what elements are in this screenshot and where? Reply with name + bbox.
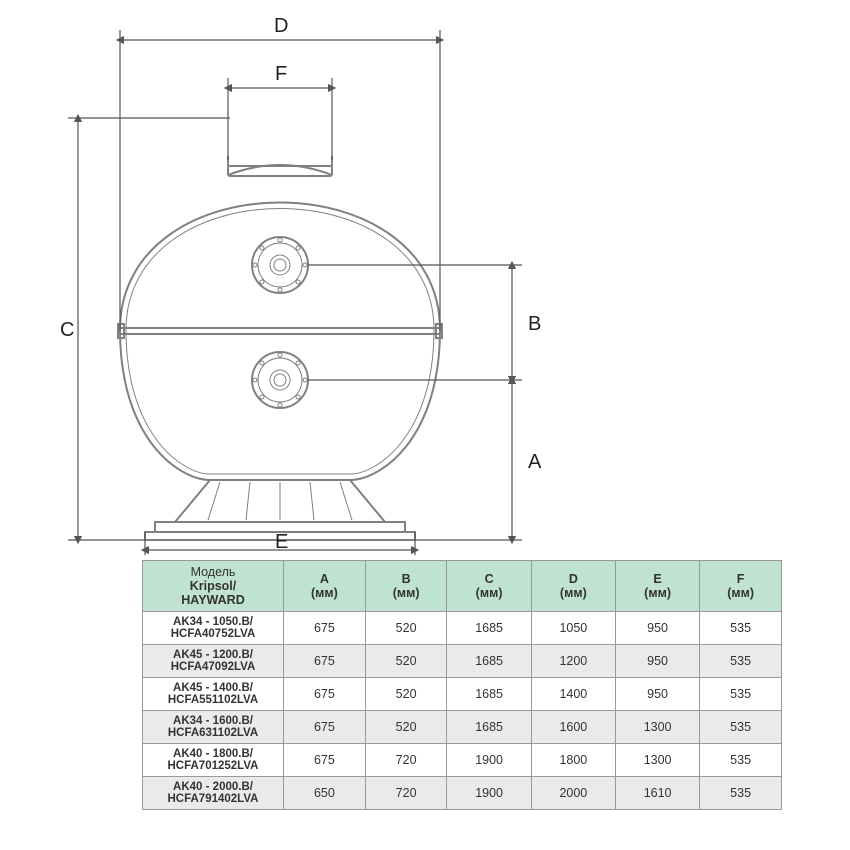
cell-d: 2000	[531, 777, 615, 810]
cell-c: 1685	[447, 678, 531, 711]
table-row: AK40 - 2000.B/HCFA791402LVA6507201900200…	[143, 777, 782, 810]
cell-a: 675	[284, 744, 366, 777]
dim-label-b: B	[528, 313, 541, 335]
cell-f: 535	[700, 612, 782, 645]
dimensions-table: Модель Kripsol/ HAYWARD A(мм) B(мм) C(мм…	[142, 560, 782, 810]
cell-model: AK40 - 1800.B/HCFA701252LVA	[143, 744, 284, 777]
table-row: AK40 - 1800.B/HCFA701252LVA6757201900180…	[143, 744, 782, 777]
cell-c: 1685	[447, 645, 531, 678]
filter-dimension-diagram: D F C E B A	[60, 10, 620, 555]
cell-e: 1610	[615, 777, 699, 810]
cell-a: 675	[284, 612, 366, 645]
col-e: E(мм)	[615, 561, 699, 612]
cell-c: 1900	[447, 744, 531, 777]
cell-f: 535	[700, 744, 782, 777]
col-b: B(мм)	[365, 561, 447, 612]
table-row: AK45 - 1400.B/HCFA551102LVA6755201685140…	[143, 678, 782, 711]
cell-model: AK34 - 1050.B/HCFA40752LVA	[143, 612, 284, 645]
dim-label-f: F	[275, 63, 287, 85]
cell-c: 1685	[447, 711, 531, 744]
dim-label-c: C	[60, 319, 74, 341]
cell-d: 1600	[531, 711, 615, 744]
table-row: AK34 - 1600.B/HCFA631102LVA6755201685160…	[143, 711, 782, 744]
cell-model: AK40 - 2000.B/HCFA791402LVA	[143, 777, 284, 810]
cell-b: 520	[365, 678, 447, 711]
col-a: A(мм)	[284, 561, 366, 612]
dim-label-a: A	[528, 451, 542, 473]
cell-model: AK34 - 1600.B/HCFA631102LVA	[143, 711, 284, 744]
cell-b: 720	[365, 744, 447, 777]
table-row: AK45 - 1200.B/HCFA47092LVA67552016851200…	[143, 645, 782, 678]
cell-f: 535	[700, 777, 782, 810]
table-header-row: Модель Kripsol/ HAYWARD A(мм) B(мм) C(мм…	[143, 561, 782, 612]
cell-b: 520	[365, 645, 447, 678]
cell-a: 650	[284, 777, 366, 810]
cell-e: 950	[615, 645, 699, 678]
cell-e: 950	[615, 678, 699, 711]
cell-e: 1300	[615, 711, 699, 744]
cell-f: 535	[700, 645, 782, 678]
cell-d: 1050	[531, 612, 615, 645]
cell-e: 950	[615, 612, 699, 645]
cell-model: AK45 - 1400.B/HCFA551102LVA	[143, 678, 284, 711]
cell-c: 1900	[447, 777, 531, 810]
col-d: D(мм)	[531, 561, 615, 612]
col-model: Модель Kripsol/ HAYWARD	[143, 561, 284, 612]
cell-a: 675	[284, 678, 366, 711]
cell-c: 1685	[447, 612, 531, 645]
cell-d: 1800	[531, 744, 615, 777]
cell-a: 675	[284, 711, 366, 744]
cell-d: 1400	[531, 678, 615, 711]
cell-b: 720	[365, 777, 447, 810]
cell-f: 535	[700, 678, 782, 711]
table-row: AK34 - 1050.B/HCFA40752LVA67552016851050…	[143, 612, 782, 645]
dim-label-d: D	[274, 15, 288, 37]
col-f: F(мм)	[700, 561, 782, 612]
cell-b: 520	[365, 711, 447, 744]
cell-e: 1300	[615, 744, 699, 777]
cell-a: 675	[284, 645, 366, 678]
col-c: C(мм)	[447, 561, 531, 612]
dim-label-e: E	[275, 531, 288, 553]
cell-model: AK45 - 1200.B/HCFA47092LVA	[143, 645, 284, 678]
cell-f: 535	[700, 711, 782, 744]
cell-d: 1200	[531, 645, 615, 678]
cell-b: 520	[365, 612, 447, 645]
